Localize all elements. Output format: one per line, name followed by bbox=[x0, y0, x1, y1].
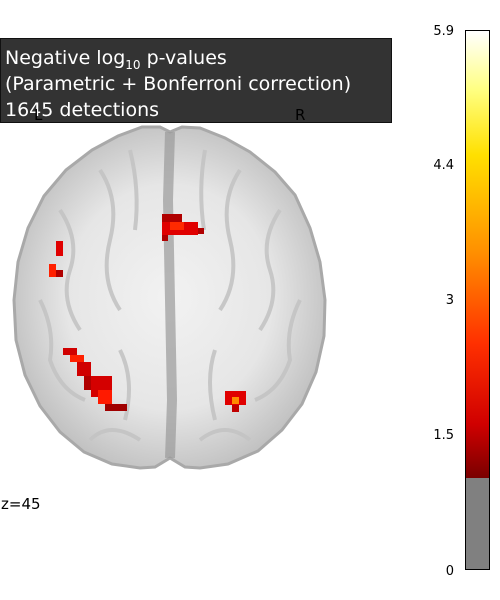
orientation-left-label: L bbox=[34, 106, 43, 124]
colorbar-tick-2: 4.4 bbox=[433, 158, 454, 173]
colorbar-tick-4: 1.5 bbox=[433, 428, 454, 443]
activation-clusters bbox=[49, 214, 246, 412]
colorbar-tick-min: 0 bbox=[445, 564, 454, 579]
midline bbox=[162, 131, 178, 459]
title-line-1: Negative log10 p-values bbox=[5, 45, 391, 71]
orientation-right-label: R bbox=[295, 106, 306, 124]
title-line-2: (Parametric + Bonferroni correction) bbox=[5, 73, 352, 95]
title-line-3: 1645 detections bbox=[5, 99, 160, 121]
colorbar-tick-3: 3 bbox=[445, 293, 454, 308]
sulci bbox=[38, 149, 302, 442]
colorbar-tick-max: 5.9 bbox=[433, 24, 454, 39]
title-line-1-subscript: 10 bbox=[125, 57, 141, 72]
title-line-1-suffix: p-values bbox=[140, 47, 227, 69]
title-line-1-prefix: Negative log bbox=[5, 47, 126, 69]
plot-title: Negative log10 p-values (Parametric + Bo… bbox=[0, 38, 392, 123]
colorbar bbox=[465, 30, 490, 570]
slice-coordinate-label: z=45 bbox=[1, 495, 41, 513]
